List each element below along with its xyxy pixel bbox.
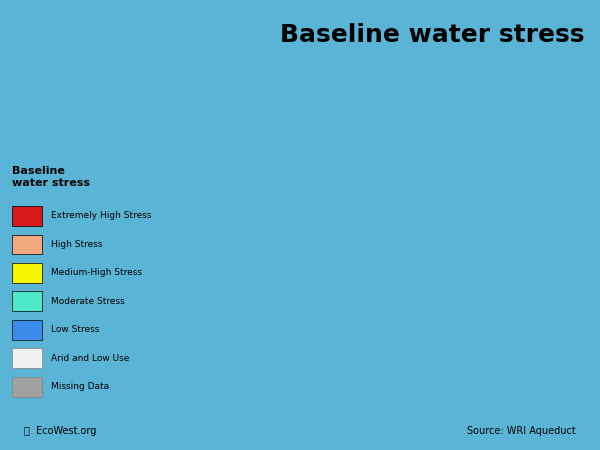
Text: Source: WRI Aqueduct: Source: WRI Aqueduct [467, 427, 576, 436]
Text: Low Stress: Low Stress [50, 325, 99, 334]
FancyBboxPatch shape [12, 320, 42, 340]
Text: 🏔  EcoWest.org: 🏔 EcoWest.org [24, 427, 97, 436]
Text: Extremely High Stress: Extremely High Stress [50, 212, 151, 220]
Text: Baseline
water stress: Baseline water stress [12, 166, 90, 188]
FancyBboxPatch shape [12, 348, 42, 368]
Text: Moderate Stress: Moderate Stress [50, 297, 124, 306]
Text: Medium-High Stress: Medium-High Stress [50, 268, 142, 277]
Text: Baseline water stress: Baseline water stress [280, 22, 584, 46]
Text: Arid and Low Use: Arid and Low Use [50, 354, 129, 363]
Text: Missing Data: Missing Data [50, 382, 109, 392]
FancyBboxPatch shape [12, 206, 42, 226]
FancyBboxPatch shape [12, 234, 42, 254]
Text: High Stress: High Stress [50, 240, 102, 249]
FancyBboxPatch shape [12, 377, 42, 397]
FancyBboxPatch shape [12, 292, 42, 311]
FancyBboxPatch shape [12, 263, 42, 283]
